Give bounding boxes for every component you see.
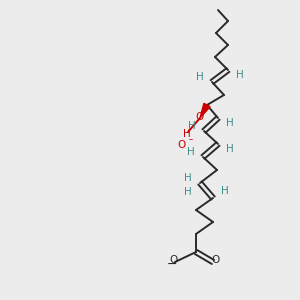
Text: O: O	[212, 255, 220, 265]
Text: H: H	[221, 186, 229, 196]
Text: −: −	[167, 257, 177, 271]
Text: H: H	[188, 121, 196, 131]
Text: O: O	[178, 140, 186, 150]
Text: H: H	[226, 118, 234, 128]
Text: H: H	[236, 70, 244, 80]
Text: H: H	[184, 187, 192, 197]
Text: H: H	[187, 147, 195, 157]
Text: H: H	[184, 173, 192, 183]
Polygon shape	[200, 103, 210, 118]
Text: O: O	[170, 255, 178, 265]
Text: H: H	[183, 129, 191, 139]
Text: H: H	[226, 144, 234, 154]
Text: –: –	[189, 136, 193, 145]
Text: O: O	[196, 112, 204, 122]
Text: H: H	[196, 72, 204, 82]
